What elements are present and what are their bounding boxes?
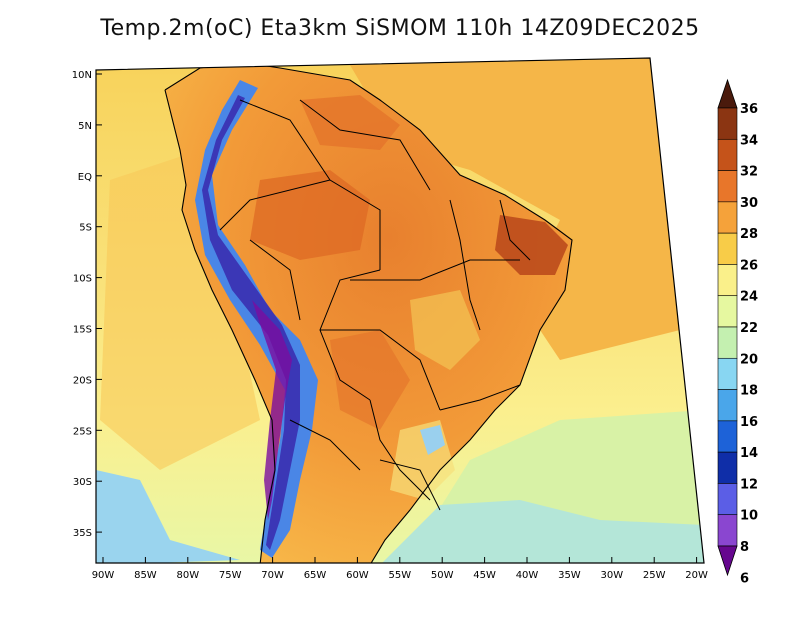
lon-tick-label: 90W [92,570,115,581]
chaco-hot-area [330,330,410,430]
colorbar-cell [717,326,738,359]
colorbar-label: 26 [740,258,758,273]
serra-cold-spot [420,425,445,455]
colorbar-cell [717,232,738,265]
colorbar-label: 14 [740,446,758,461]
colorbar-label: 32 [740,165,758,180]
warm-atlantic-area [350,58,680,360]
colorbar-bottom-triangle [717,545,738,577]
colorbar-label: 36 [740,102,758,117]
lat-tick-label: 15S [73,325,92,336]
pacific-warm-area [100,150,260,470]
colorbar-label: 6 [740,571,749,586]
lon-tick-label: 75W [219,570,242,581]
country-borders [219,99,531,511]
south-atlantic-cold-area [380,500,704,563]
colorbar-label: 8 [740,540,749,555]
colorbar-label: 30 [740,196,758,211]
colorbar-cell [717,170,738,203]
lon-tick-label: 60W [346,570,369,581]
andes-coldest [252,300,292,520]
colorbar-cell [717,483,738,516]
colorbar-label: 24 [740,290,758,305]
colorbar-label: 18 [740,384,758,399]
central-plateau-area [410,290,480,370]
lon-tick-label: 70W [261,570,284,581]
latitude-axis: 10N 5N EQ 5S 10S 15S 20S 25S 30S 35S [72,70,102,539]
pacific-coastline [164,89,276,563]
lon-tick-label: 20W [685,570,708,581]
colorbar-label: 10 [740,509,758,524]
lon-tick-label: 85W [134,570,157,581]
lat-tick-label: EQ [78,172,92,183]
lon-tick-label: 65W [304,570,327,581]
lat-tick-label: 30S [73,477,92,488]
colorbar: 36 34 32 30 28 26 24 22 20 18 16 14 12 10 8 6 [717,78,758,586]
lat-tick-label: 10S [73,274,92,285]
colorbar-cell [717,451,738,484]
lon-tick-label: 30W [600,570,623,581]
colorbar-label: 16 [740,415,758,430]
lat-tick-label: 35S [73,528,92,539]
lon-tick-label: 80W [176,570,199,581]
colorbar-cell [717,138,738,171]
colorbar-label: 22 [740,321,758,336]
atlantic-coastline [164,61,573,563]
lon-tick-label: 35W [558,570,581,581]
lat-tick-label: 25S [73,426,92,437]
colorbar-label: 28 [740,227,758,242]
colorbar-cell [717,107,738,140]
lon-tick-label: 55W [388,570,411,581]
colorbar-cell [717,264,738,297]
colorbar-cell [717,389,738,422]
lon-tick-label: 40W [516,570,539,581]
colorbar-label: 34 [740,133,758,148]
longitude-axis: 90W 85W 80W 75W 70W 65W 60W 55W 50W 45W 40W 35W 30W 2… [92,557,708,581]
lat-tick-label: 20S [73,375,92,386]
south-pacific-cold-area [96,470,240,563]
map-frame [95,57,705,564]
colorbar-cell [717,201,738,234]
colorbar-cell [717,357,738,390]
colorbar-cell [717,295,738,328]
colorbar-label: 12 [740,477,758,492]
lat-tick-label: 5N [78,121,92,132]
colorbar-cell [717,420,738,453]
lat-tick-label: 10N [72,70,92,81]
map-title: Temp.2m(oC) Eta3km SiSMOM 110h 14Z09DEC2… [100,16,700,41]
colorbar-cell [717,514,738,547]
lat-tick-label: 5S [79,223,92,234]
lon-tick-label: 25W [643,570,666,581]
lon-tick-label: 50W [431,570,454,581]
lon-tick-label: 45W [473,570,496,581]
colorbar-label: 20 [740,352,758,367]
colorbar-top-triangle [717,78,738,109]
